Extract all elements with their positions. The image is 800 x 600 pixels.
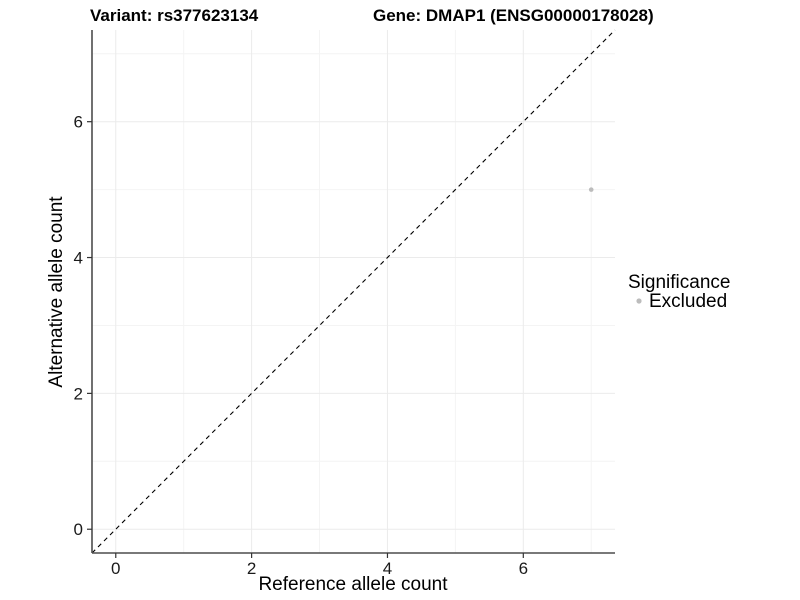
x-tick-label: 2	[247, 559, 256, 578]
y-tick-label: 4	[74, 249, 83, 268]
y-axis-title: Alternative allele count	[46, 196, 67, 388]
grid-major-lines	[92, 30, 615, 553]
legend-title: Significance	[628, 272, 730, 293]
x-tick-label: 6	[519, 559, 528, 578]
x-tick-label: 4	[383, 559, 392, 578]
grid-minor-lines	[92, 30, 615, 553]
data-points-layer	[588, 187, 594, 192]
identity-reference-line	[91, 29, 616, 554]
y-tick-label: 6	[74, 113, 83, 132]
x-axis-title: Reference allele count	[258, 574, 448, 595]
y-tick-label: 2	[74, 384, 83, 403]
gene-title: Gene: DMAP1 (ENSG00000178028)	[373, 6, 654, 25]
legend: Significance Excluded	[628, 272, 730, 312]
tick-labels-layer: 0 2 4 6 0 2 4 6	[74, 113, 529, 578]
data-point	[588, 187, 594, 192]
legend-label-excluded: Excluded	[649, 291, 727, 312]
y-tick-label: 0	[74, 520, 83, 539]
legend-marker-excluded-icon	[636, 298, 642, 304]
axes-layer	[91, 30, 615, 554]
axis-ticks-layer	[87, 121, 524, 558]
x-tick-label: 0	[111, 559, 120, 578]
variant-title: Variant: rs377623134	[90, 6, 259, 25]
